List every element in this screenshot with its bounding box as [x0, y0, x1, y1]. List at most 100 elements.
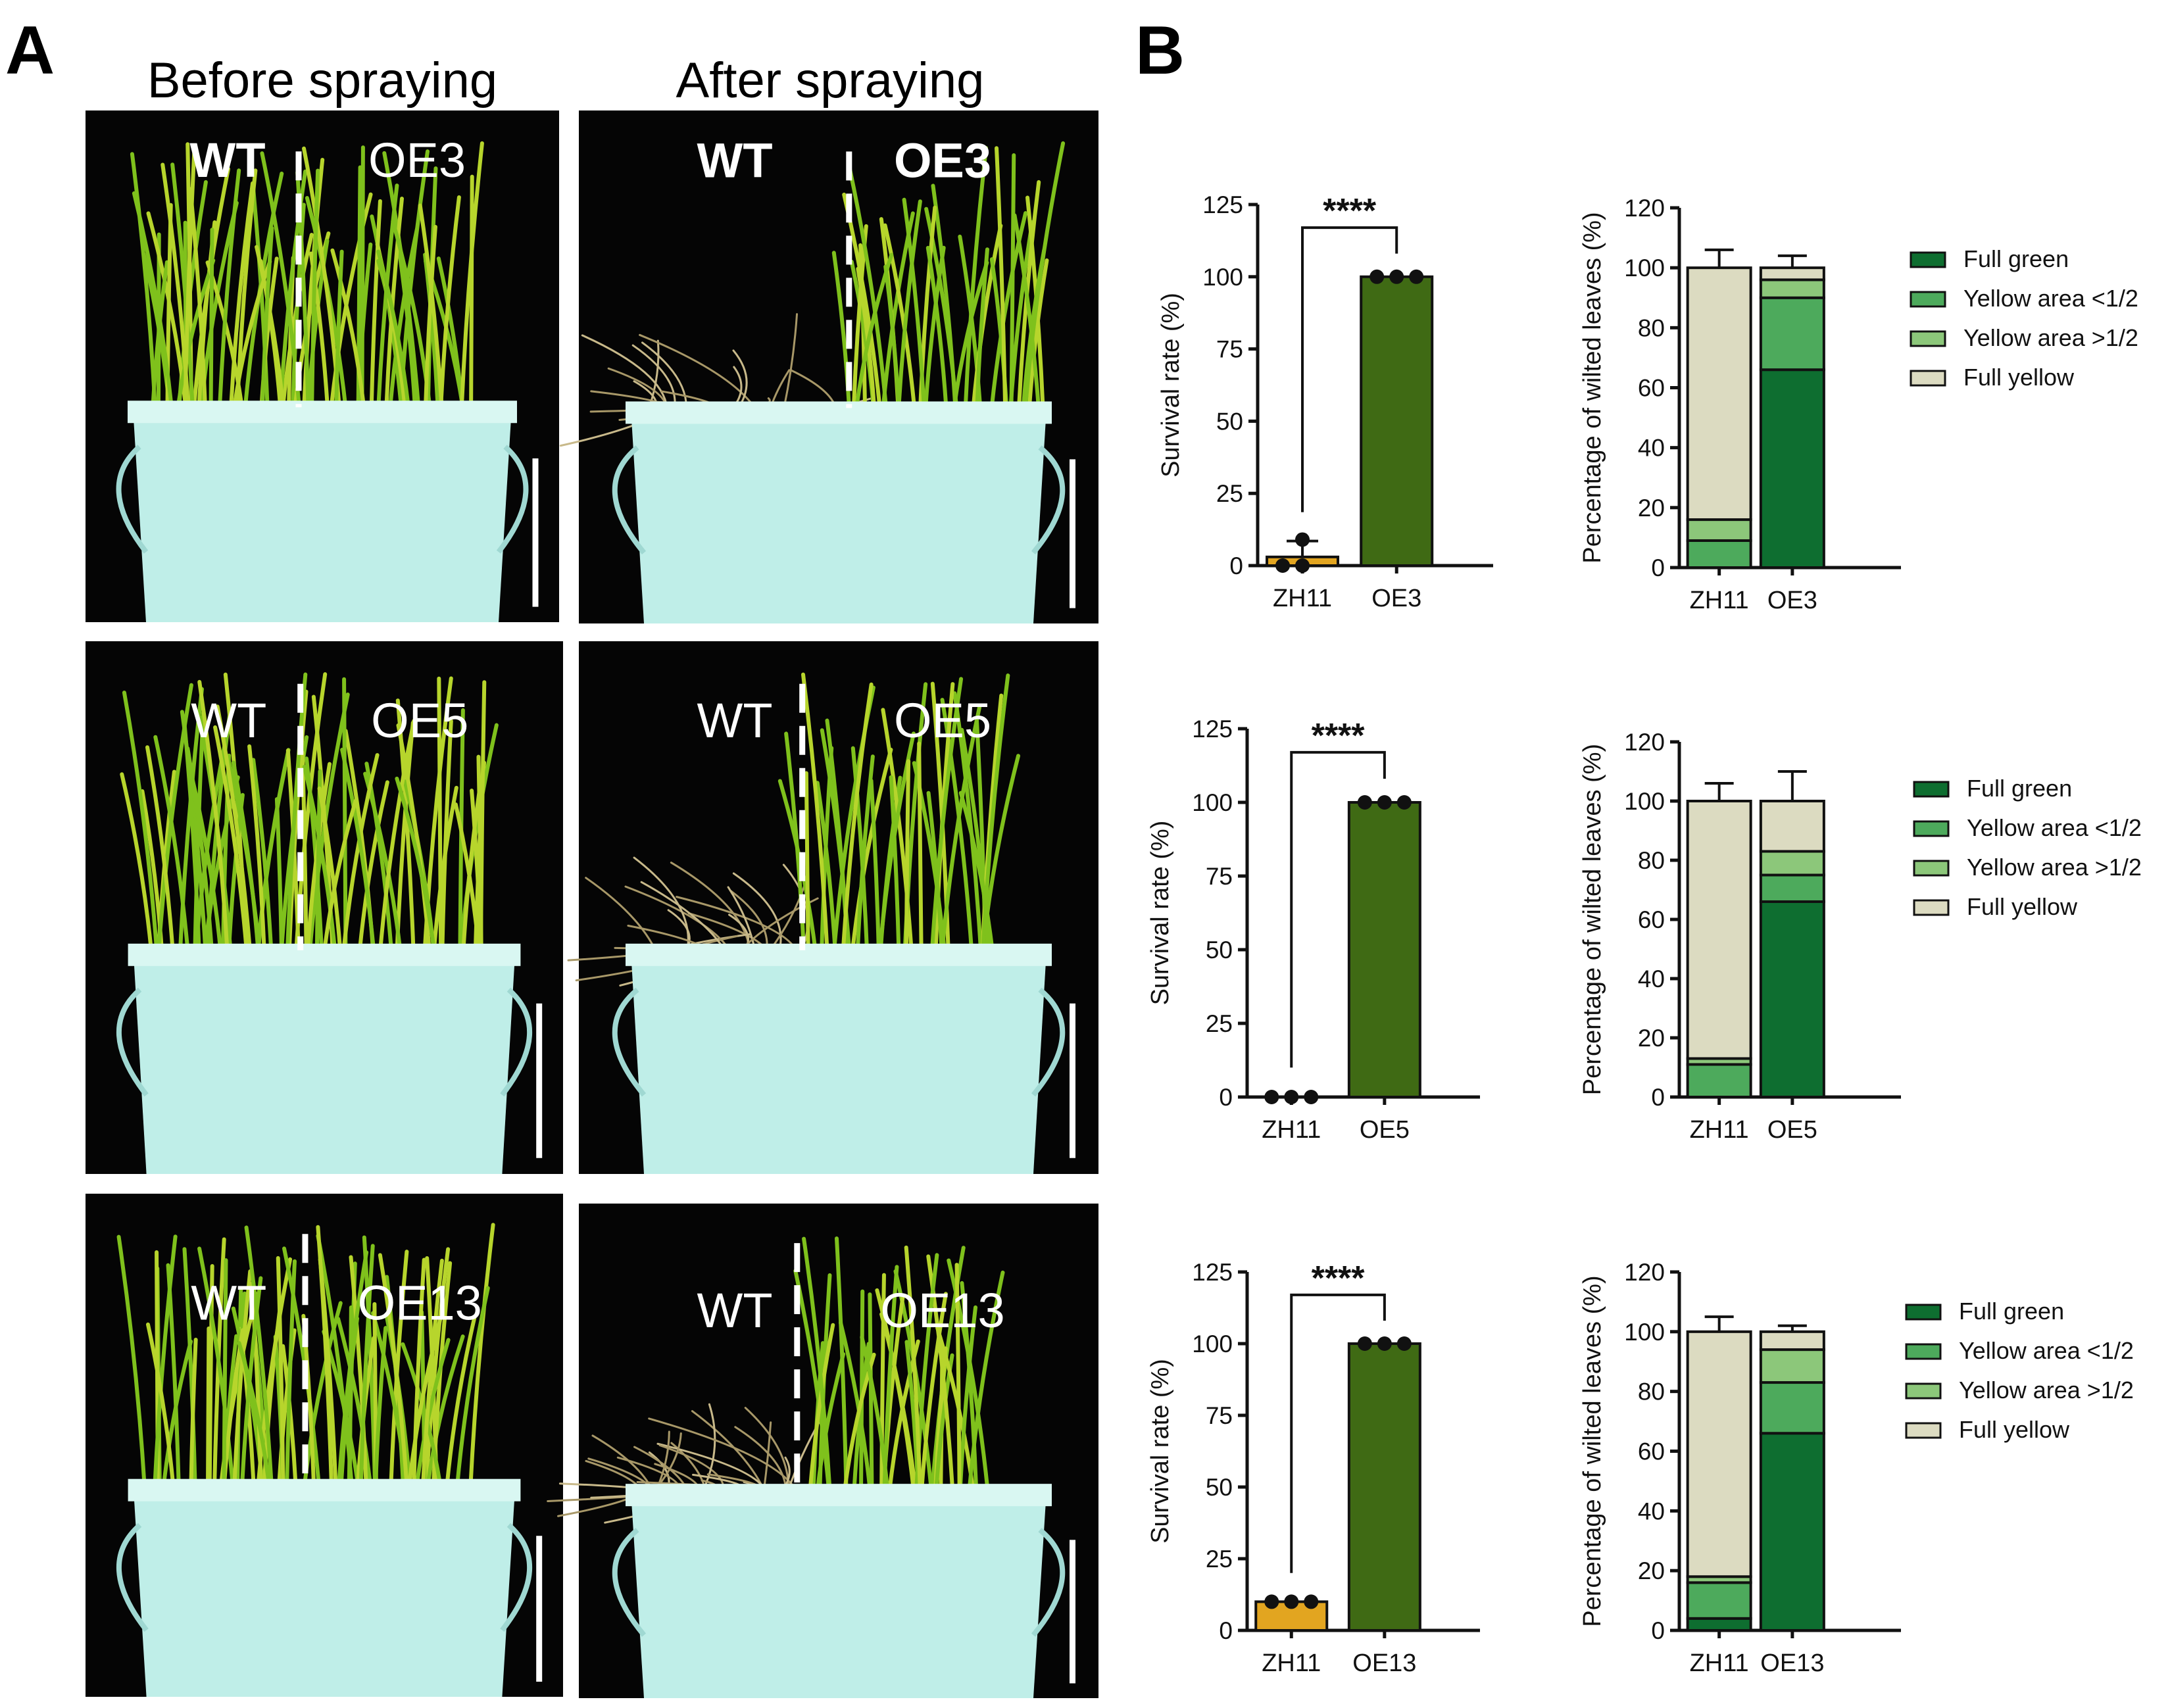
rice-leaf: [904, 1340, 921, 1493]
rice-leaf: [369, 199, 382, 410]
bucket-rim: [626, 943, 1052, 966]
rice-leaf: [251, 758, 274, 952]
panel-label-a: A: [5, 12, 55, 89]
genotype-label-oe: OE13: [880, 1283, 1004, 1338]
stack-segment-zh11-yellow-area-1-2: [1686, 1063, 1752, 1098]
rice-leaf: [116, 1234, 147, 1488]
genotype-label-wt: WT: [191, 1275, 266, 1330]
x-tick-label: OE3: [1371, 585, 1421, 612]
y-tick-label: 0: [1651, 1084, 1665, 1111]
genotype-label-oe: OE13: [358, 1275, 482, 1330]
photo-panel-before-3: WT OE13: [86, 1194, 563, 1697]
rice-leaf: [213, 725, 249, 952]
x-tick-label: ZH11: [1690, 1116, 1749, 1144]
rice-leaf: [341, 753, 380, 952]
rice-leaf: [347, 1305, 353, 1488]
wilted-leaves-chart-3: 0 20 40 60 80 100 120 Percentage of wilted leav…: [1579, 1259, 2134, 1677]
rice-leaf: [854, 253, 894, 410]
rice-leaf: [373, 1326, 388, 1488]
rice-leaf: [424, 1247, 451, 1488]
stack-segment-oe3-full-yellow: [1759, 266, 1825, 281]
stack-segment-oe13-full-green: [1759, 1432, 1825, 1632]
rice-leaf: [426, 1334, 465, 1488]
bucket-handle: [116, 445, 149, 554]
rice-leaf: [334, 249, 344, 410]
y-tick-label: 25: [1216, 480, 1243, 507]
bucket-handle: [612, 1528, 647, 1637]
rice-leaf: [440, 719, 453, 952]
stack-segment-oe13-full-yellow: [1759, 1330, 1825, 1352]
y-tick-label: 100: [1202, 264, 1243, 291]
rice-leaf: [926, 791, 944, 952]
rice-leaf: [220, 753, 232, 952]
data-point: [1304, 1594, 1319, 1609]
rice-leaf: [251, 183, 270, 410]
after-spraying-title: After spraying: [676, 53, 985, 109]
y-axis-title: Survival rate (%): [1147, 821, 1174, 1006]
bucket-handle: [1031, 445, 1066, 554]
rice-leaf: [859, 1289, 865, 1493]
rice-leaf: [930, 677, 964, 952]
rice-leaf: [420, 1258, 444, 1488]
rice-leaf: [423, 253, 440, 410]
rice-leaf: [396, 723, 432, 952]
legend-swatch: [1910, 251, 1946, 268]
legend: Full green Yellow area <1/2 Yellow area >1…: [1905, 1298, 2134, 1443]
significance-bracket: [1290, 1293, 1386, 1573]
legend-swatch: [1913, 899, 1950, 916]
legend-label: Yellow area <1/2: [1959, 1337, 2134, 1364]
rice-leaf: [317, 786, 343, 952]
legend-swatch: [1905, 1343, 1942, 1360]
stack-segment-oe5-full-yellow: [1759, 800, 1825, 853]
rice-leaf: [883, 264, 901, 410]
rice-leaf: [229, 181, 255, 410]
legend-label: Yellow area <1/2: [1967, 814, 2142, 841]
x-tick-label: OE5: [1360, 1116, 1410, 1144]
rice-leaf: [122, 691, 159, 952]
rice-leaf: [860, 1335, 890, 1493]
rice-leaf: [235, 168, 258, 410]
bucket-handle: [1031, 1528, 1066, 1637]
rice-leaf: [920, 1292, 948, 1493]
rice-leaf: [940, 705, 981, 952]
genotype-label-wt: WT: [697, 693, 772, 748]
y-tick-label: 75: [1206, 863, 1233, 890]
rice-leaf: [727, 886, 756, 952]
rice-leaf: [783, 313, 799, 409]
rice-leaf: [376, 183, 399, 410]
rice-leaf: [145, 745, 175, 952]
bucket: [133, 1485, 516, 1697]
genotype-label-oe: OE3: [894, 133, 991, 187]
legend-swatch: [1905, 1382, 1942, 1400]
stack-segment-oe5-yellow-area-1-2: [1759, 850, 1825, 877]
y-tick-label: 125: [1192, 1259, 1233, 1286]
x-tick-label: OE3: [1767, 587, 1817, 614]
rice-leaf: [879, 1312, 918, 1493]
bar-oe5: [1347, 801, 1421, 1098]
rice-leaf: [769, 881, 807, 952]
photo-panel-after-2: WT OE5: [567, 641, 1098, 1174]
rice-leaf: [904, 1245, 922, 1493]
y-tick-label: 0: [1651, 554, 1665, 581]
data-point: [1377, 1336, 1392, 1351]
data-point: [1304, 1090, 1319, 1104]
bucket-handle: [116, 987, 149, 1097]
rice-leaf: [207, 1263, 214, 1488]
rice-leaf: [376, 249, 410, 410]
legend-label: Full green: [1967, 775, 2072, 802]
rice-leaf: [954, 1263, 962, 1493]
y-tick-label: 100: [1192, 1330, 1233, 1357]
bar-oe3: [1360, 275, 1434, 567]
photo-panel-before-2: WT OE5: [86, 641, 563, 1174]
photo-panel-after-1: WT OE3: [559, 110, 1098, 623]
y-tick-label: 75: [1216, 336, 1243, 363]
rice-leaf: [641, 341, 687, 409]
rice-leaf: [640, 881, 726, 952]
rice-leaf: [182, 1247, 197, 1488]
rice-leaf: [302, 764, 337, 952]
rice-leaf: [189, 1338, 198, 1488]
photo-panel-after-3: WT OE13: [547, 1204, 1098, 1698]
rice-leaf: [648, 1417, 797, 1492]
rice-leaf: [883, 223, 917, 410]
rice-leaf: [256, 1257, 293, 1488]
